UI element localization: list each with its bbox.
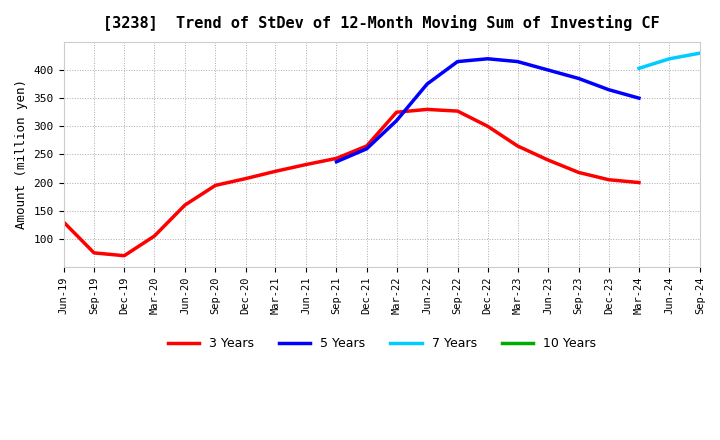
Line: 7 Years: 7 Years [639, 53, 700, 68]
Title: [3238]  Trend of StDev of 12-Month Moving Sum of Investing CF: [3238] Trend of StDev of 12-Month Moving… [104, 15, 660, 31]
Y-axis label: Amount (million yen): Amount (million yen) [15, 80, 28, 229]
Line: 3 Years: 3 Years [63, 110, 639, 256]
Line: 5 Years: 5 Years [336, 59, 639, 162]
Legend: 3 Years, 5 Years, 7 Years, 10 Years: 3 Years, 5 Years, 7 Years, 10 Years [163, 332, 601, 355]
